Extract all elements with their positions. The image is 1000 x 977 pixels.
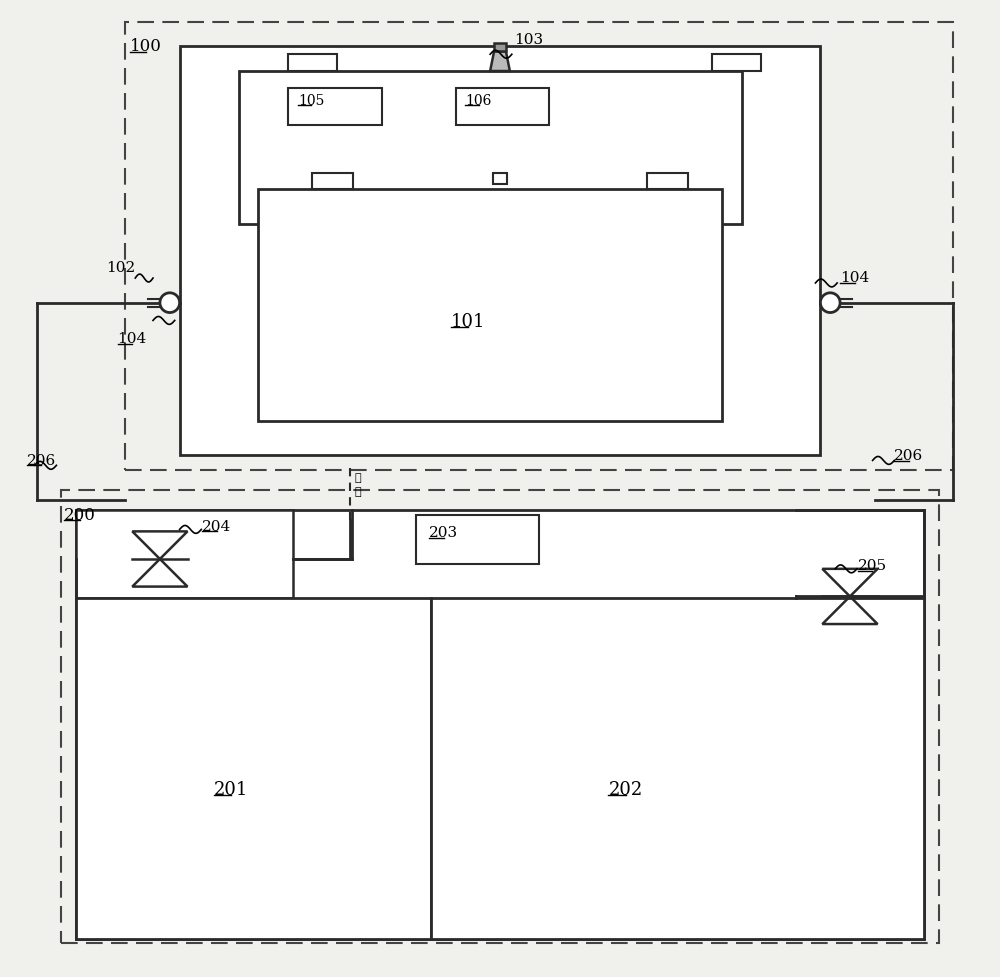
Bar	[76, 510, 924, 939]
Text: 202: 202	[608, 781, 643, 799]
Text: 204: 204	[202, 520, 232, 533]
Bar	[288, 55, 337, 71]
Text: 103: 103	[514, 33, 543, 48]
Text: 206: 206	[894, 448, 924, 462]
Text: 104: 104	[840, 272, 869, 285]
Bar	[180, 46, 820, 455]
Bar	[431, 599, 924, 939]
Bar	[494, 43, 506, 52]
Text: 106: 106	[465, 94, 492, 107]
Text: 101: 101	[451, 313, 485, 330]
Bar	[288, 88, 382, 125]
Text: 105: 105	[298, 94, 324, 107]
Bar	[312, 173, 353, 190]
Text: 信: 信	[354, 487, 361, 497]
Text: 100: 100	[130, 38, 162, 56]
Bar	[76, 510, 293, 599]
Bar	[258, 190, 722, 421]
Bar	[712, 55, 761, 71]
Bar	[456, 88, 549, 125]
Bar	[61, 490, 939, 944]
Text: 通: 通	[354, 473, 361, 484]
Text: 102: 102	[106, 261, 135, 276]
Polygon shape	[490, 52, 510, 71]
Text: 200: 200	[64, 507, 96, 524]
Text: 206: 206	[27, 453, 56, 468]
Bar	[647, 173, 688, 190]
Text: 201: 201	[214, 781, 248, 799]
Text: 104: 104	[118, 332, 147, 346]
Text: 203: 203	[429, 527, 458, 540]
Bar	[493, 173, 507, 185]
Circle shape	[160, 293, 180, 313]
Bar	[416, 515, 539, 564]
Bar	[76, 599, 431, 939]
Circle shape	[820, 293, 840, 313]
Bar	[239, 71, 742, 224]
Bar	[125, 21, 953, 470]
Text: 205: 205	[858, 559, 887, 573]
